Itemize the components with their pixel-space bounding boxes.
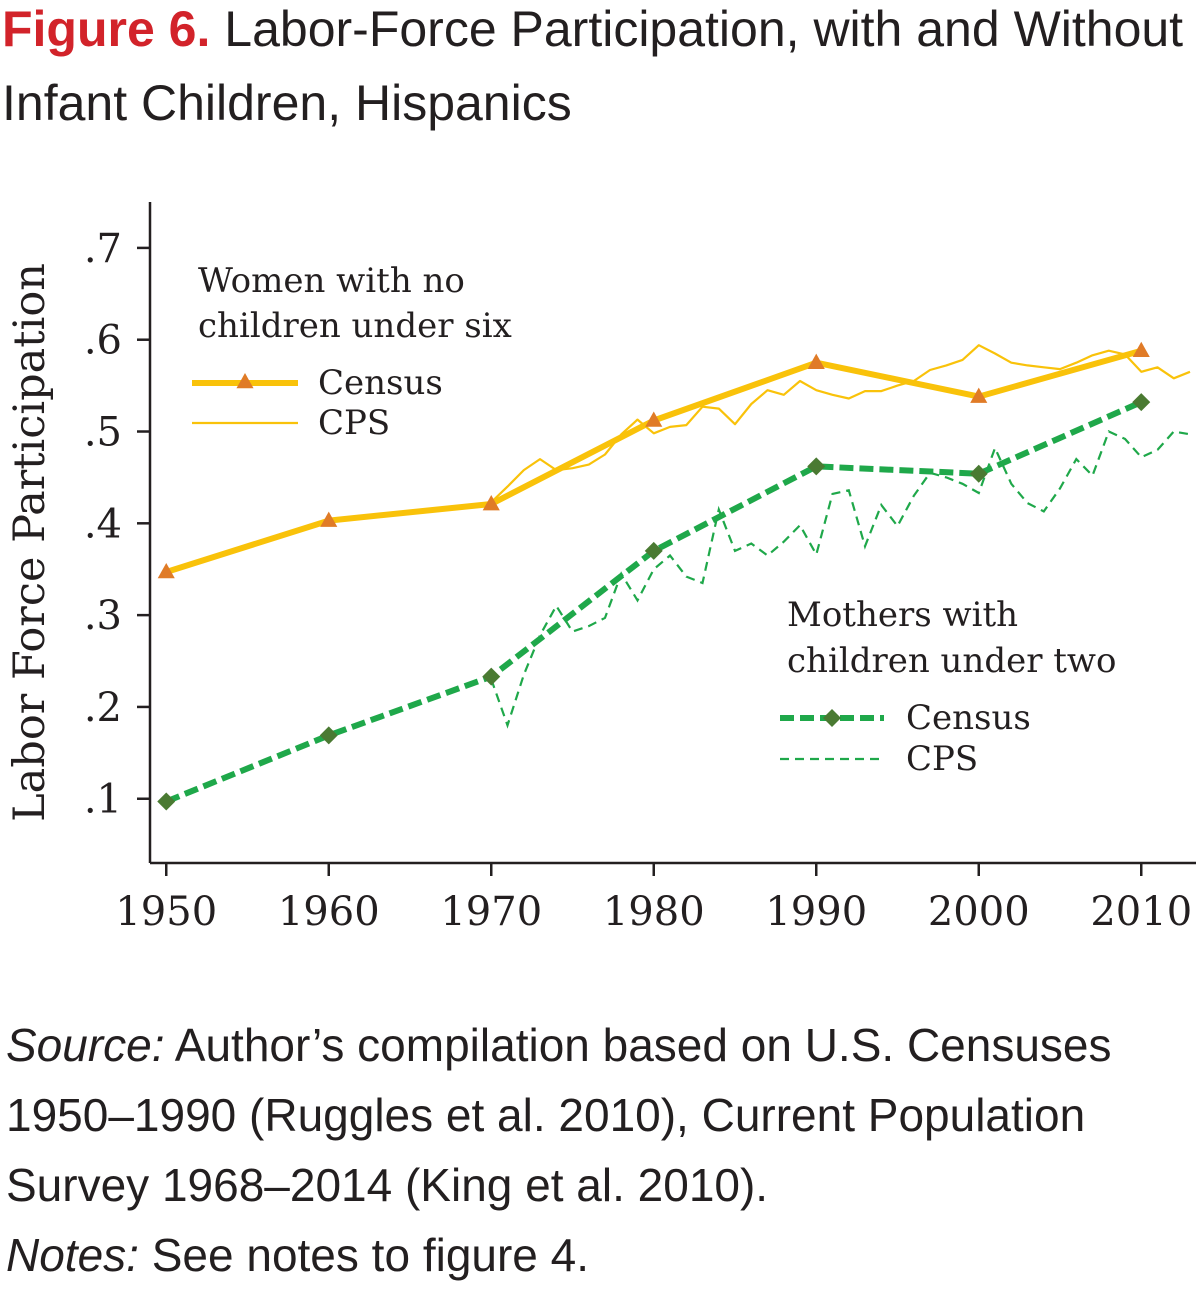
notes-text: See notes to figure 4.	[151, 1229, 590, 1281]
women-census-marker	[482, 495, 500, 511]
legend-mothers-census-marker	[823, 709, 841, 727]
y-tick-label: .4	[84, 501, 122, 547]
x-tick-label: 1960	[278, 889, 380, 935]
source-text: Author’s compilation based on U.S. Censu…	[6, 1019, 1112, 1211]
legend-mothers-census-label: Census	[906, 698, 1031, 738]
legend-women-heading-line2: children under six	[198, 306, 512, 346]
women-census-marker	[1132, 341, 1150, 358]
figure-title-text: Labor-Force Participation, with and With…	[2, 1, 1184, 131]
mothers-census-marker	[644, 541, 663, 560]
legend-women-census-label: Census	[318, 363, 443, 403]
legend-mothers-cps-label: CPS	[906, 739, 978, 779]
notes-label: Notes:	[6, 1229, 139, 1281]
y-tick-label: .3	[84, 593, 122, 639]
figure-label: Figure 6.	[2, 1, 211, 57]
x-tick-label: 1970	[440, 889, 542, 935]
women-census-marker	[970, 387, 988, 403]
women-census-marker	[645, 411, 663, 427]
x-tick-label: 2010	[1090, 889, 1192, 935]
y-axis-label: Labor Force Participation	[5, 263, 55, 822]
x-tick-label: 1980	[603, 889, 705, 935]
series-mothers-cps-line	[490, 430, 1191, 729]
mothers-census-marker	[969, 464, 988, 483]
notes-note: Notes: See notes to figure 4.	[6, 1220, 1192, 1290]
women-census-marker	[157, 562, 175, 579]
women-census-marker	[807, 353, 825, 369]
women-census-marker	[320, 511, 338, 527]
y-tick-label: .7	[84, 226, 122, 272]
line-chart: .1 .2 .3 .4 .5 .6 .7 1950 1960 1970 1980 1990 2000 20…	[5, 202, 1196, 935]
figure-title: Figure 6. Labor-Force Participation, wit…	[2, 0, 1192, 140]
series-women-cps-line	[490, 344, 1191, 503]
y-tick-label: .1	[84, 777, 122, 823]
mothers-census-marker	[157, 792, 176, 811]
legend-mothers-heading-line2: children under two	[787, 641, 1117, 681]
legend-women-census-marker	[236, 373, 254, 389]
mothers-census-marker	[1132, 393, 1151, 412]
mothers-census-marker	[807, 457, 826, 476]
x-tick-label: 1950	[115, 889, 217, 935]
figure-footer: Source: Author’s compilation based on U.…	[6, 1010, 1192, 1290]
legend-women-heading-line1: Women with no	[198, 261, 465, 301]
x-tick-label: 2000	[928, 889, 1030, 935]
series-women-census-line	[165, 347, 1143, 575]
legend-women-cps-label: CPS	[318, 403, 390, 443]
y-tick-label: .2	[84, 685, 122, 731]
y-tick-label: .6	[84, 318, 122, 364]
legend-mothers-heading-line1: Mothers with	[787, 595, 1018, 635]
y-tick-label: .5	[84, 410, 122, 456]
mothers-census-marker	[319, 726, 338, 745]
x-tick-label: 1990	[765, 889, 867, 935]
source-label: Source:	[6, 1019, 165, 1071]
mothers-census-marker	[482, 667, 501, 686]
source-note: Source: Author’s compilation based on U.…	[6, 1010, 1192, 1220]
